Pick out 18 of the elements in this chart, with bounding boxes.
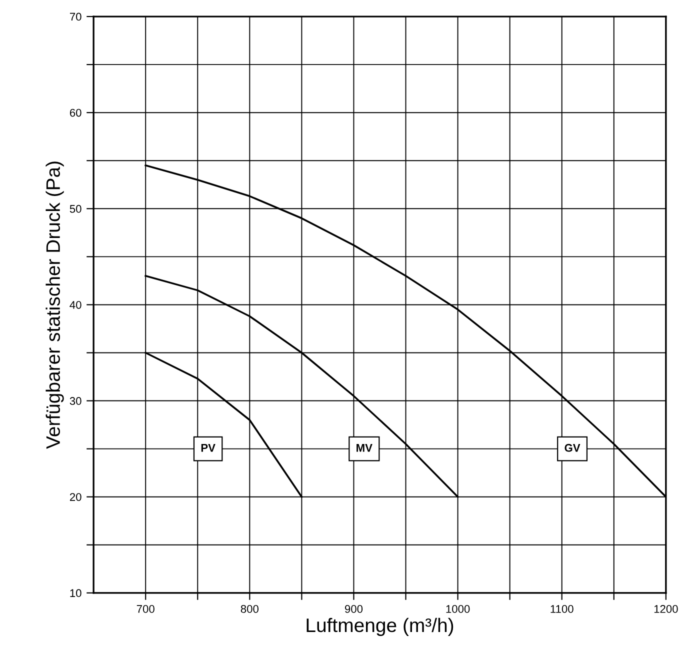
y-tick-label: 10 (70, 589, 82, 598)
text: PV (201, 444, 216, 452)
y-tick-label: 60 (70, 108, 82, 117)
x-tick-label: 1100 (550, 605, 574, 613)
x-tick-label: 700 (136, 605, 154, 613)
y-tick-label: 40 (70, 300, 82, 309)
text: MV (356, 444, 372, 452)
x-axis-title: Luftmenge (m³/h) (306, 618, 454, 636)
y-tick-label: 20 (70, 493, 82, 501)
text: GV (564, 444, 580, 452)
y-tick-label: 30 (70, 397, 82, 405)
x-tick-label: 900 (344, 605, 363, 613)
x-tick-label: 1200 (654, 605, 678, 613)
y-axis-title: Verfügbarer statischer Druck (Pa) (46, 162, 64, 449)
x-tick-label: 800 (240, 605, 259, 613)
x-tick-label: 1000 (446, 605, 470, 613)
y-tick-label: 70 (70, 12, 82, 21)
y-tick-label: 50 (70, 204, 82, 213)
